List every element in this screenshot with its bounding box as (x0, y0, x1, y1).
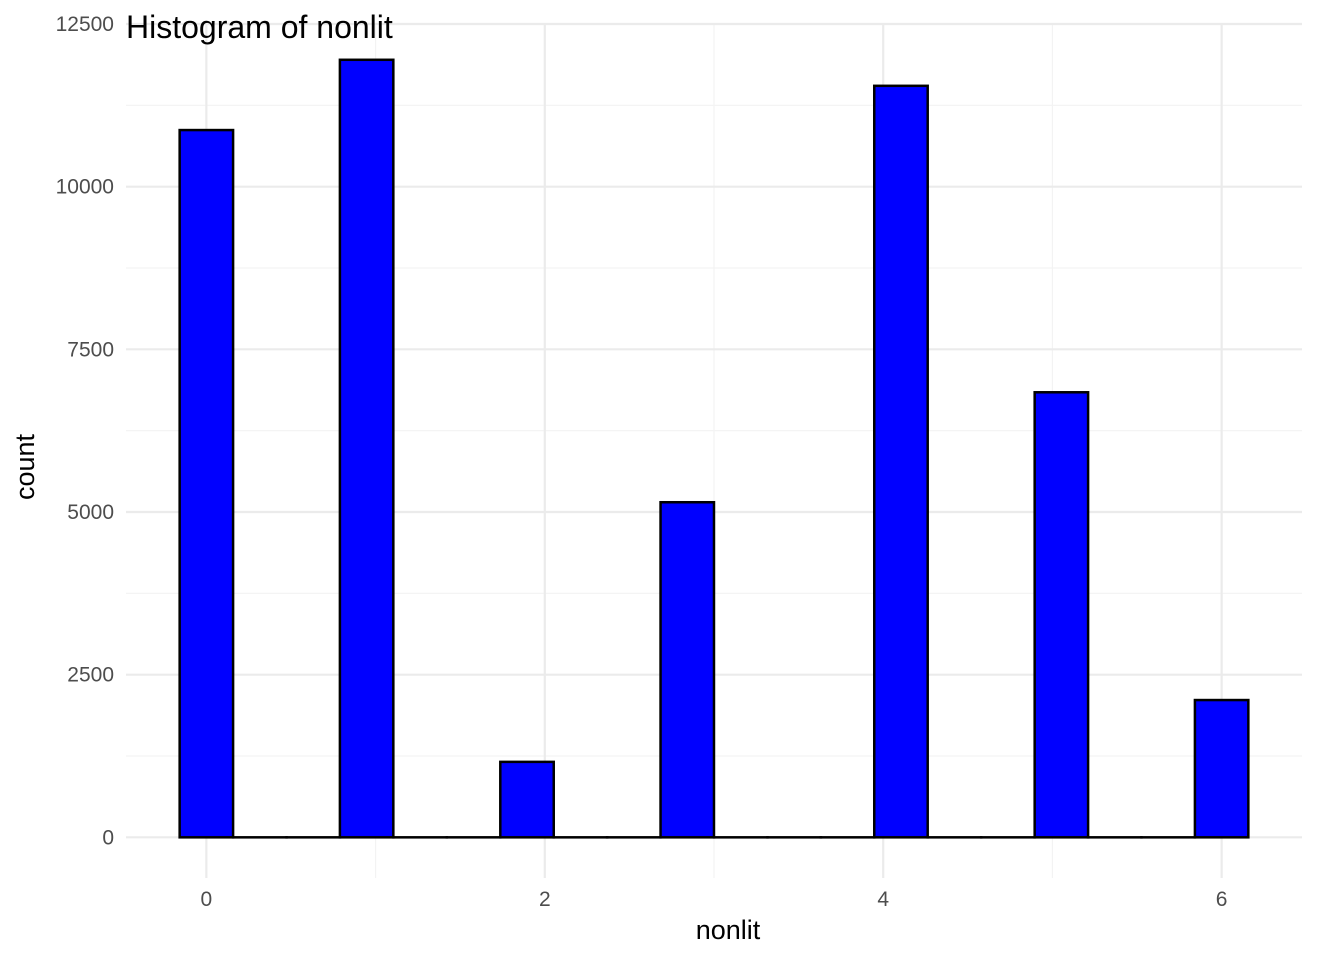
histogram-bar (873, 84, 929, 839)
y-tick-label: 7500 (67, 338, 114, 361)
y-tick-label: 2500 (67, 664, 114, 687)
histogram-bar (338, 58, 395, 839)
y-tick-label: 5000 (67, 501, 114, 524)
histogram-bar (178, 128, 235, 839)
x-axis-tick-labels: 0 2 4 6 (201, 888, 1228, 911)
histogram-bar (1033, 391, 1090, 839)
x-tick-label: 6 (1216, 888, 1228, 911)
histogram-bar (499, 760, 555, 839)
histogram-bar (1193, 698, 1250, 839)
histogram-bars (178, 58, 1250, 839)
histogram-bar (659, 500, 716, 839)
x-axis-title: nonlit (696, 915, 761, 945)
x-tick-label: 2 (539, 888, 551, 911)
y-tick-label: 10000 (56, 176, 114, 199)
chart-title: Histogram of nonlit (126, 9, 393, 45)
y-axis-tick-labels: 0 2500 5000 7500 10000 12500 (56, 13, 114, 849)
y-tick-label: 12500 (56, 13, 114, 36)
y-tick-label: 0 (102, 826, 114, 849)
y-axis-title: count (10, 433, 40, 500)
x-tick-label: 4 (877, 888, 889, 911)
x-tick-label: 0 (201, 888, 213, 911)
